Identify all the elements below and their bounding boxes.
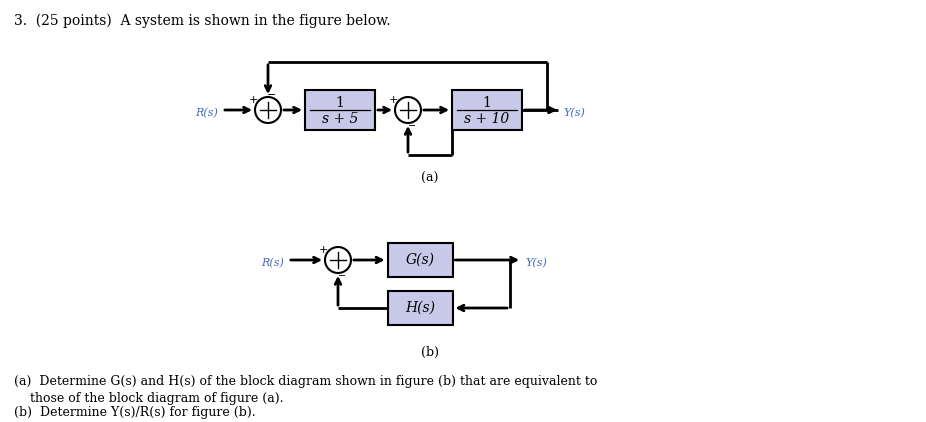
Text: 1: 1 xyxy=(335,96,344,110)
Text: H(s): H(s) xyxy=(405,301,435,315)
Text: Y(s): Y(s) xyxy=(525,258,547,268)
Text: (b): (b) xyxy=(421,346,439,359)
Text: (a): (a) xyxy=(421,171,439,184)
FancyBboxPatch shape xyxy=(387,243,453,277)
Text: Y(s): Y(s) xyxy=(563,108,585,118)
Text: +: + xyxy=(248,95,257,105)
Text: −: − xyxy=(268,90,277,100)
Text: R(s): R(s) xyxy=(195,108,218,118)
Text: those of the block diagram of figure (a).: those of the block diagram of figure (a)… xyxy=(30,392,283,405)
Text: (a)  Determine G(s) and H(s) of the block diagram shown in figure (b) that are e: (a) Determine G(s) and H(s) of the block… xyxy=(14,375,597,388)
Text: +: + xyxy=(319,245,328,255)
Text: s + 10: s + 10 xyxy=(464,112,509,126)
Text: 1: 1 xyxy=(482,96,492,110)
Text: 3.  (25 points)  A system is shown in the figure below.: 3. (25 points) A system is shown in the … xyxy=(14,14,391,28)
Text: R(s): R(s) xyxy=(261,258,284,268)
Text: s + 5: s + 5 xyxy=(322,112,358,126)
Text: (b)  Determine Y(s)/R(s) for figure (b).: (b) Determine Y(s)/R(s) for figure (b). xyxy=(14,406,256,419)
FancyBboxPatch shape xyxy=(452,90,522,130)
Text: −: − xyxy=(408,121,416,131)
FancyBboxPatch shape xyxy=(387,291,453,325)
Text: +: + xyxy=(388,95,397,105)
Text: −: − xyxy=(338,271,346,281)
Text: G(s): G(s) xyxy=(406,253,434,267)
FancyBboxPatch shape xyxy=(305,90,375,130)
